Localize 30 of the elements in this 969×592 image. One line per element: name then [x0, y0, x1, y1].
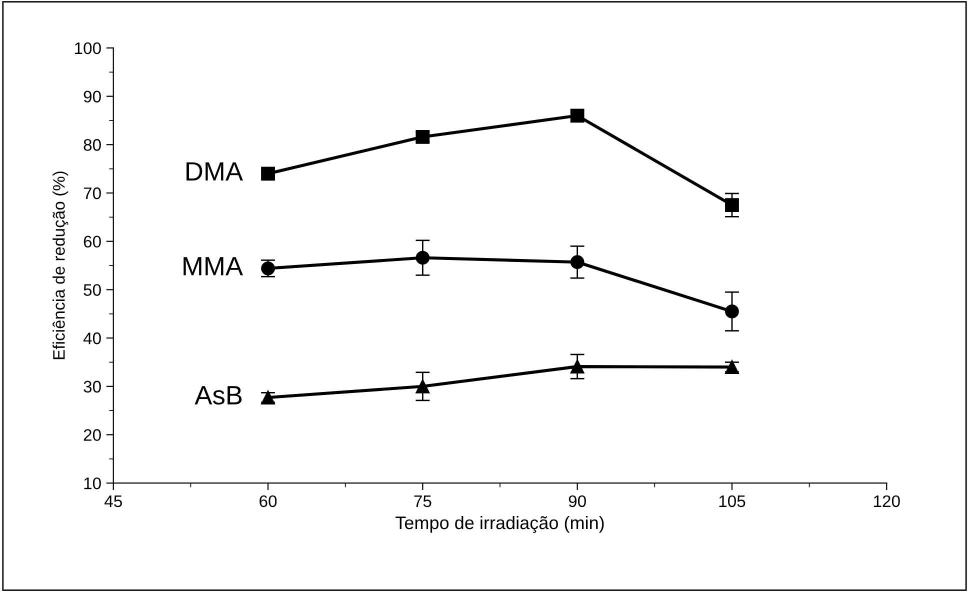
point	[725, 198, 739, 212]
point	[570, 108, 584, 123]
point	[416, 379, 430, 394]
x-tick-label: 60	[260, 495, 277, 508]
y-tick-label: 20	[84, 429, 101, 441]
x-axis-title: Tempo de irradiação (min)	[396, 516, 604, 533]
x-tick-label: 90	[568, 495, 586, 508]
y-tick-label: 30	[84, 380, 101, 393]
y-tick-label: 90	[84, 90, 101, 102]
y-axis-title: Eficiência de redução (%)	[52, 172, 68, 360]
point	[261, 166, 275, 181]
y-tick-label: 10	[84, 477, 101, 490]
point	[725, 304, 739, 318]
point	[416, 130, 430, 144]
y-tick-label: 60	[84, 236, 101, 248]
y-tick-label: 50	[84, 284, 101, 296]
y-tick-label: 70	[84, 187, 101, 200]
y-tick-label: 40	[83, 332, 101, 344]
x-tick-label: 75	[414, 495, 432, 508]
x-tick-label: 105	[719, 495, 746, 508]
point	[570, 360, 584, 374]
x-tick-label: 45	[104, 495, 122, 508]
point	[416, 250, 430, 265]
series-label: DMA	[186, 162, 243, 180]
series-label: MMA	[184, 257, 243, 276]
x-tick-label: 120	[874, 495, 900, 508]
y-tick-label: 100	[75, 42, 101, 54]
point	[570, 255, 584, 270]
series-label: AsB	[194, 386, 242, 405]
y-tick-label: 80	[84, 139, 101, 151]
